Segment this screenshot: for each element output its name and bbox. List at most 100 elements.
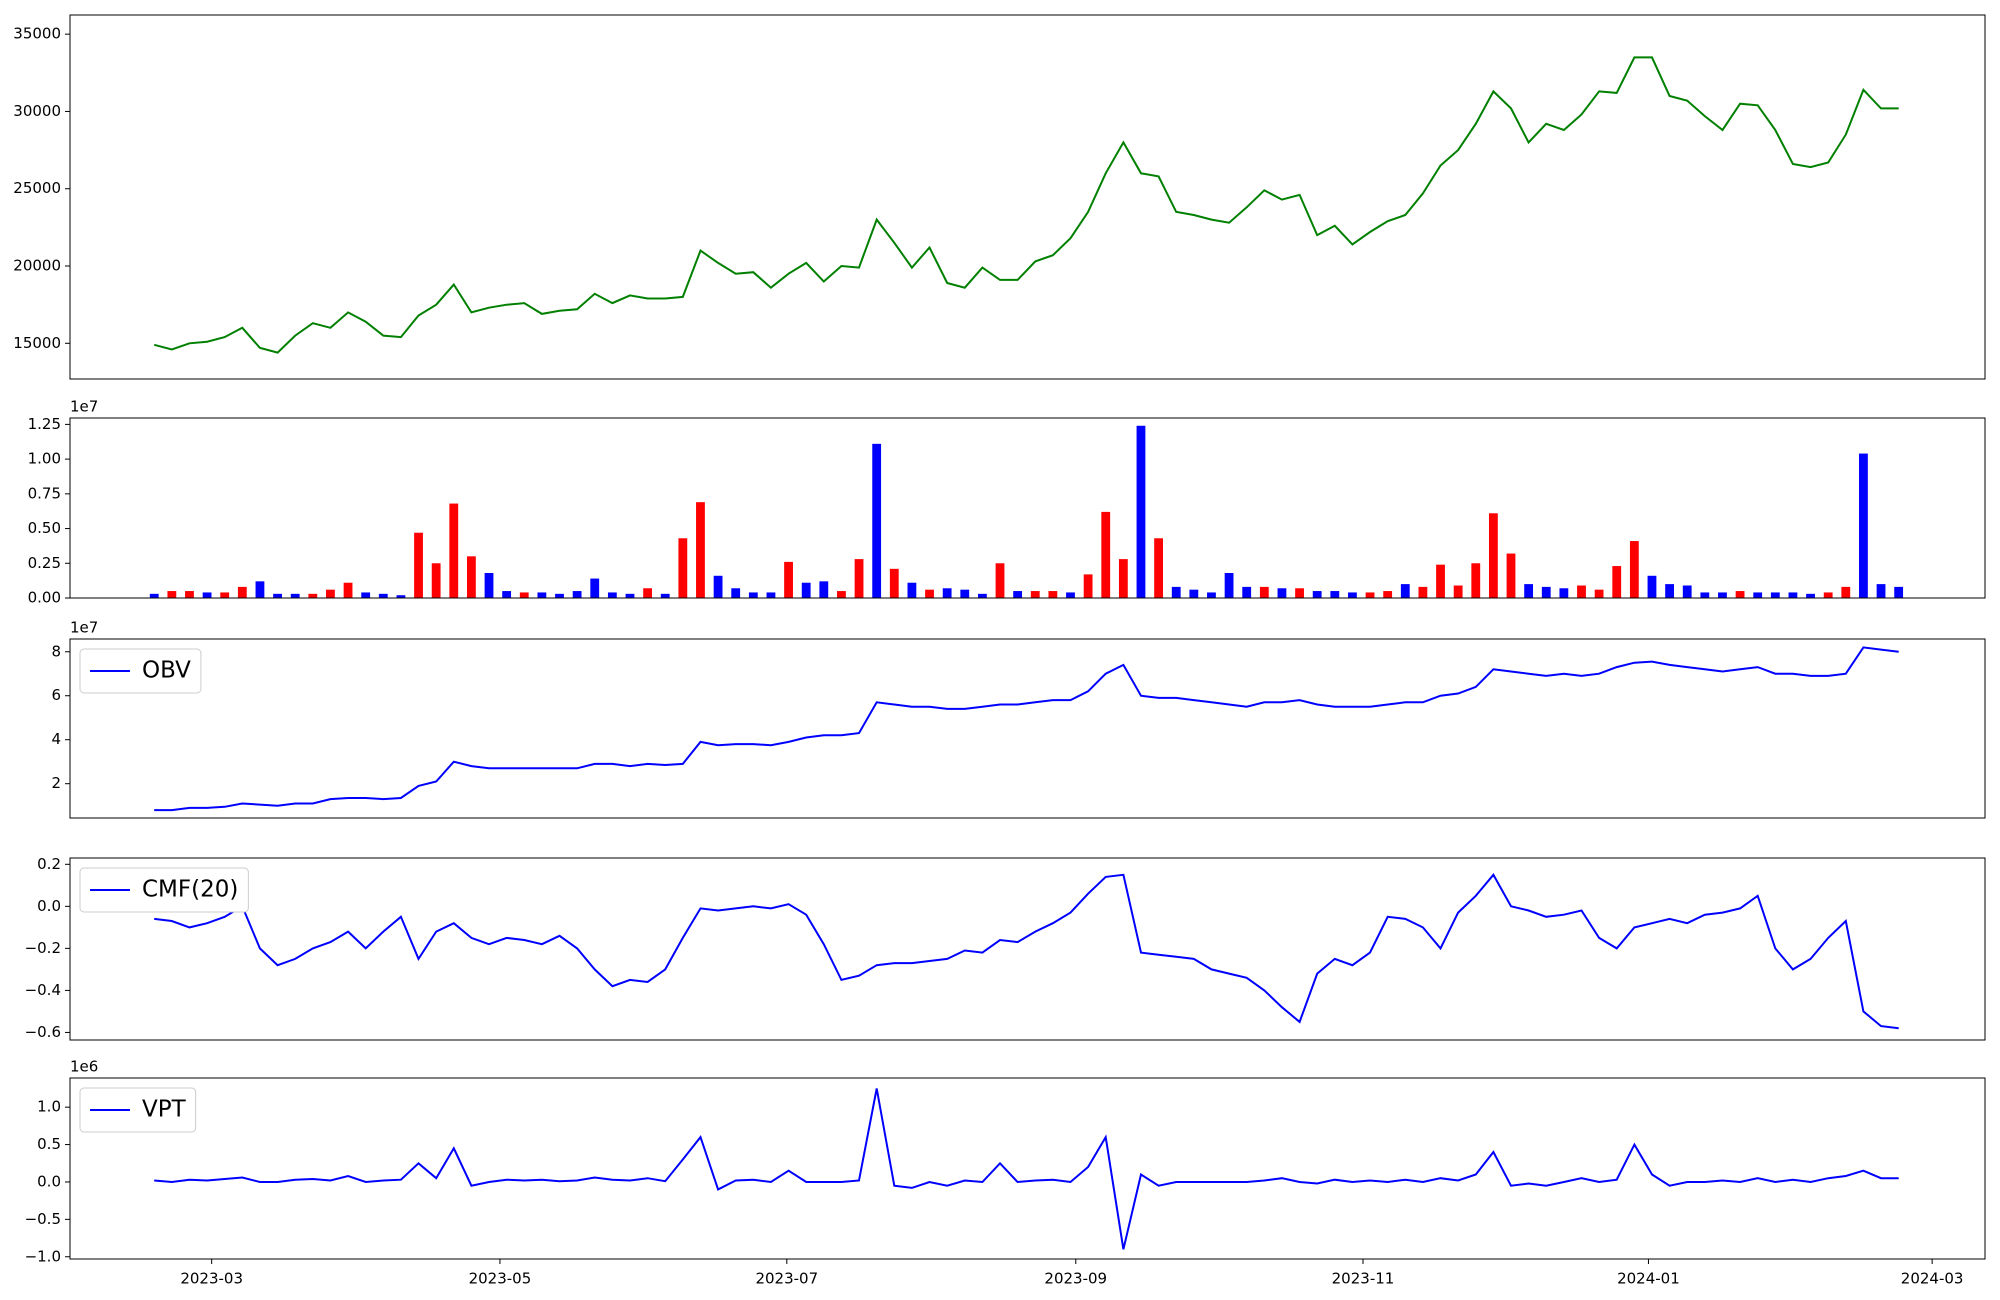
bar	[1453, 585, 1463, 598]
y-tick-label: 1.00	[28, 450, 61, 468]
bar	[819, 581, 829, 598]
bar	[1682, 585, 1692, 598]
bar	[1506, 553, 1516, 598]
bar	[1083, 574, 1093, 598]
bar	[326, 589, 335, 598]
bar	[625, 593, 635, 598]
bar	[1365, 592, 1375, 598]
y-tick-label: 0.5	[37, 1135, 61, 1153]
bar	[1242, 586, 1252, 598]
bar	[1559, 588, 1569, 598]
bar	[872, 443, 882, 598]
bar	[308, 593, 318, 598]
bar	[1348, 592, 1357, 598]
bar	[449, 503, 459, 598]
bar	[854, 559, 864, 598]
bar	[1312, 591, 1322, 598]
bar	[1788, 592, 1798, 598]
bar	[185, 591, 194, 598]
bar	[696, 502, 705, 598]
bar	[1823, 592, 1833, 598]
axes-frame	[69, 857, 1986, 1041]
bar	[361, 592, 371, 598]
x-tick-label: 2024-03	[1901, 1270, 1964, 1288]
bar	[466, 556, 476, 598]
y-tick-label: 25000	[13, 179, 61, 197]
bar	[1383, 591, 1393, 598]
y-tick-label: −0.6	[25, 1023, 61, 1041]
legend-box	[79, 648, 202, 694]
y-tick-label: −0.4	[25, 981, 61, 999]
bar	[942, 588, 952, 598]
bar	[273, 593, 282, 598]
bar	[537, 592, 547, 598]
bar	[1594, 589, 1604, 598]
bar	[1277, 588, 1287, 598]
offset-label: 1e7	[70, 398, 98, 416]
bar	[1295, 588, 1304, 598]
line	[154, 1088, 1899, 1250]
bar	[1330, 591, 1340, 598]
bar	[837, 591, 846, 598]
offset-label: 1e6	[70, 1058, 98, 1076]
y-tick-label: 0.50	[28, 519, 61, 537]
bar	[290, 593, 300, 598]
bar	[766, 592, 776, 598]
bar	[1753, 592, 1763, 598]
offset-label: 1e7	[70, 619, 98, 637]
y-tick-label: 0.75	[28, 484, 61, 502]
bar	[1859, 453, 1868, 598]
bar	[1207, 592, 1216, 598]
bar	[378, 593, 388, 598]
axes-frame	[69, 14, 1986, 380]
axes-frame	[69, 417, 1986, 599]
bar	[1136, 425, 1146, 598]
axes-frame	[69, 638, 1986, 819]
y-tick-label: 1.25	[28, 415, 61, 433]
bar	[1224, 573, 1234, 598]
bar	[1894, 586, 1904, 598]
bar	[414, 532, 423, 598]
bar	[1189, 589, 1199, 598]
bar	[237, 586, 247, 598]
bar	[1013, 591, 1023, 598]
bar	[643, 588, 653, 598]
bar	[1647, 575, 1657, 598]
y-tick-label: 15000	[13, 334, 61, 352]
bar	[1524, 584, 1534, 598]
bar	[1030, 591, 1040, 598]
bar	[1541, 586, 1551, 598]
bar	[1048, 591, 1058, 598]
legend-box	[79, 1087, 197, 1133]
bar	[925, 589, 934, 598]
y-tick-label: 2	[51, 774, 61, 792]
y-tick-label: 30000	[13, 102, 61, 120]
legend-label: VPT	[142, 1097, 187, 1123]
y-tick-label: −1.0	[25, 1247, 61, 1265]
bar	[255, 581, 265, 598]
bar	[889, 568, 899, 598]
y-tick-label: 20000	[13, 257, 61, 275]
bar	[748, 592, 758, 598]
y-tick-label: 0.25	[28, 554, 61, 572]
bar	[1436, 564, 1445, 598]
y-tick-label: 0.0	[37, 897, 61, 915]
bar	[396, 595, 406, 598]
bar	[801, 582, 811, 598]
x-tick-label: 2023-09	[1044, 1270, 1107, 1288]
bar	[1718, 592, 1727, 598]
bar	[220, 592, 230, 598]
bar	[1700, 592, 1710, 598]
bar	[343, 582, 353, 598]
bar	[1154, 538, 1164, 598]
bar	[1171, 586, 1181, 598]
legend-label: OBV	[142, 658, 191, 684]
bar	[784, 561, 793, 598]
y-tick-label: 0.0	[37, 1172, 61, 1190]
bar	[202, 592, 212, 598]
bar	[960, 589, 970, 598]
axes-frame	[69, 1077, 1986, 1260]
legend-label: CMF(20)	[142, 877, 238, 903]
bar	[1665, 584, 1674, 598]
